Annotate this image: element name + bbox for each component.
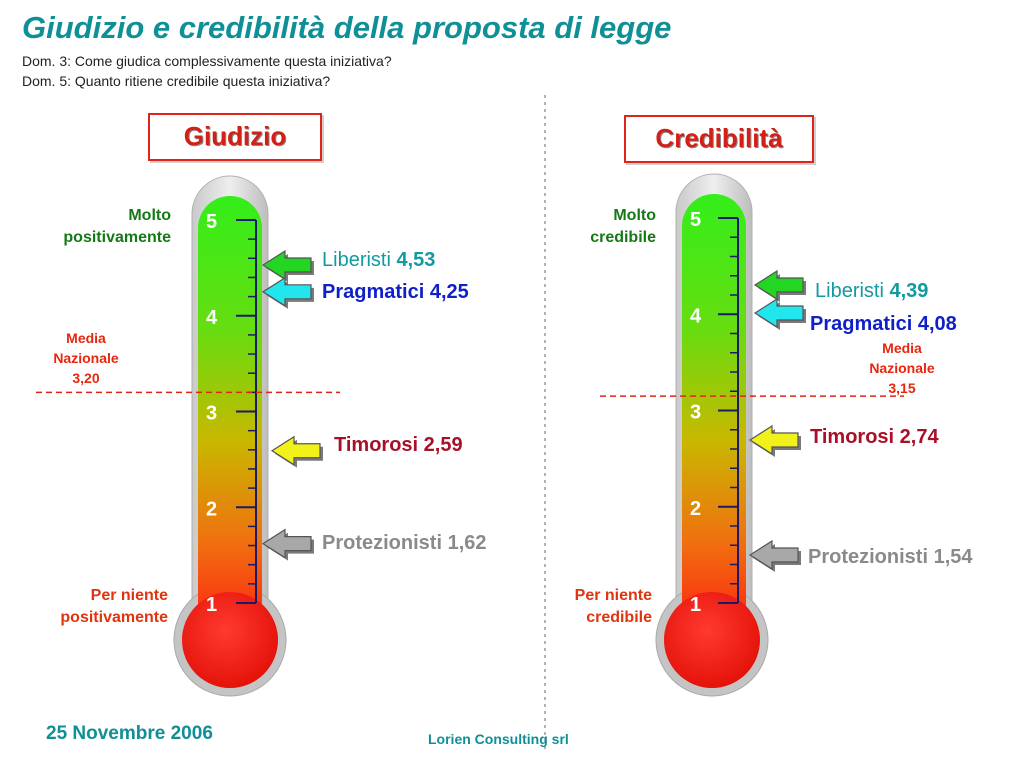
category-value: 1,62 bbox=[447, 532, 487, 554]
category-value: 1,54 bbox=[933, 546, 973, 568]
scale-tick-label-left: 3 bbox=[206, 403, 217, 425]
marker-label-timorosi-right: Timorosi 2,74 bbox=[810, 426, 939, 449]
thermometer-liquid-left bbox=[198, 196, 262, 640]
marker-label-liberisti-left: Liberisti 4,53 bbox=[322, 249, 435, 272]
marker-label-pragmatici-left: Pragmatici 4,25 bbox=[322, 281, 469, 304]
marker-arrow-liberisti-right bbox=[753, 269, 804, 301]
subtitle-question-5: Dom. 5: Quanto ritiene credibile questa … bbox=[22, 73, 331, 89]
scale-tick-label-right: 2 bbox=[690, 498, 701, 520]
scale-tick-label-right: 5 bbox=[690, 209, 701, 231]
category-value: 4,25 bbox=[429, 281, 469, 303]
average-label-right-value: 3,15 bbox=[888, 380, 916, 396]
bottom-label-right-line2: credibile bbox=[586, 609, 652, 626]
bottom-label-right: Per niente credibile bbox=[575, 585, 652, 629]
footer-date: 25 Novembre 2006 bbox=[46, 723, 213, 744]
category-name: Timorosi bbox=[334, 434, 419, 456]
category-name: Liberisti bbox=[322, 249, 391, 271]
category-name: Protezionisti bbox=[808, 546, 929, 568]
page-title: Giudizio e credibilità della proposta di… bbox=[22, 10, 672, 45]
subtitle-question-3: Dom. 3: Come giudica complessivamente qu… bbox=[22, 53, 392, 69]
thermometer-bulb-left bbox=[182, 592, 278, 688]
average-label-right-line1: Media bbox=[882, 340, 922, 356]
marker-label-timorosi-left: Timorosi 2,59 bbox=[334, 434, 463, 457]
panel-title-credibilita: Credibilità bbox=[624, 115, 814, 163]
bottom-label-left-line2: positivamente bbox=[60, 609, 168, 626]
scale-tick-label-right: 1 bbox=[690, 594, 701, 616]
average-label-left-value: 3,20 bbox=[72, 370, 100, 386]
top-label-right-line1: Molto bbox=[613, 207, 656, 224]
marker-label-protezionisti-left: Protezionisti 1,62 bbox=[322, 532, 487, 555]
scale-tick-label-left: 4 bbox=[206, 307, 218, 329]
marker-label-protezionisti-right: Protezionisti 1,54 bbox=[808, 546, 973, 569]
average-label-right-line2: Nazionale bbox=[869, 360, 935, 376]
marker-arrow-pragmatici-right bbox=[753, 297, 804, 329]
marker-label-liberisti-right: Liberisti 4,39 bbox=[815, 280, 928, 303]
category-value: 4,39 bbox=[889, 280, 929, 302]
top-label-left-line1: Molto bbox=[128, 207, 171, 224]
marker-arrow-pragmatici-left bbox=[261, 276, 312, 307]
category-value: 2,59 bbox=[423, 434, 463, 456]
top-label-left: Molto positivamente bbox=[63, 205, 171, 249]
scale-tick-label-left: 1 bbox=[206, 594, 217, 616]
top-label-right-line2: credibile bbox=[590, 229, 656, 246]
marker-arrow-timorosi-right bbox=[748, 424, 799, 456]
scale-tick-label-left: 2 bbox=[206, 498, 217, 520]
category-name: Pragmatici bbox=[810, 313, 913, 335]
average-label-left-line2: Nazionale bbox=[53, 350, 119, 366]
scale-tick-label-left: 5 bbox=[206, 211, 217, 233]
marker-arrow-timorosi-left bbox=[270, 435, 321, 466]
category-name: Protezionisti bbox=[322, 532, 443, 554]
marker-label-pragmatici-right: Pragmatici 4,08 bbox=[810, 313, 957, 336]
top-label-left-line2: positivamente bbox=[63, 229, 171, 246]
category-value: 4,53 bbox=[396, 249, 436, 271]
category-name: Liberisti bbox=[815, 280, 884, 302]
top-label-right: Molto credibile bbox=[590, 205, 656, 249]
bottom-label-right-line1: Per niente bbox=[574, 587, 652, 604]
scale-tick-label-right: 3 bbox=[690, 402, 701, 424]
thermometer-liquid-right bbox=[682, 194, 746, 640]
average-label-left: Media Nazionale 3,20 bbox=[36, 328, 136, 388]
average-label-right: Media Nazionale 3,15 bbox=[852, 338, 952, 398]
bottom-label-left-line1: Per niente bbox=[90, 587, 168, 604]
marker-arrow-protezionisti-right bbox=[748, 539, 799, 571]
average-label-left-line1: Media bbox=[66, 330, 106, 346]
category-value: 2,74 bbox=[899, 426, 939, 448]
footer-company: Lorien Consulting srl bbox=[428, 731, 569, 747]
scale-tick-label-right: 4 bbox=[690, 305, 702, 327]
panel-title-giudizio: Giudizio bbox=[148, 113, 322, 161]
category-value: 4,08 bbox=[917, 313, 957, 335]
marker-arrow-protezionisti-left bbox=[261, 528, 312, 559]
thermometer-bulb-right bbox=[664, 592, 760, 688]
bottom-label-left: Per niente positivamente bbox=[60, 585, 168, 629]
category-name: Timorosi bbox=[810, 426, 895, 448]
category-name: Pragmatici bbox=[322, 281, 425, 303]
